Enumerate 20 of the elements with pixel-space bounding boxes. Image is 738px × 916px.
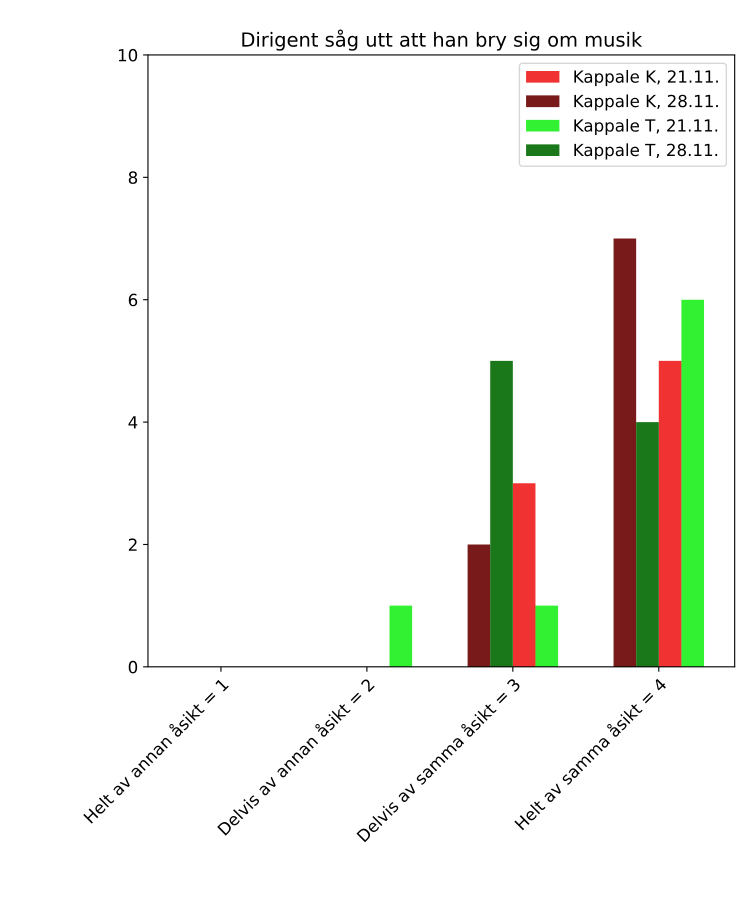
bar — [535, 606, 558, 667]
bar — [636, 422, 659, 667]
y-tick-label: 2 — [128, 538, 137, 551]
bar — [658, 360, 682, 667]
bar — [390, 606, 412, 667]
bar — [512, 483, 536, 667]
bar — [468, 544, 490, 667]
bar — [614, 238, 636, 667]
bar — [490, 360, 513, 667]
bar — [681, 300, 704, 667]
legend-label: Kappale K, 21.11. — [574, 70, 718, 86]
chart-title: Dirigent såg utt att han bry sig om musik — [242, 30, 642, 51]
y-tick-label: 8 — [128, 171, 138, 184]
legend-label: Kappale T, 28.11. — [574, 143, 718, 160]
legend-label: Kappale T, 21.11. — [574, 118, 718, 136]
y-tick-label: 4 — [128, 416, 138, 428]
y-tick-label: 6 — [128, 294, 138, 306]
y-tick-label: 10 — [118, 48, 138, 62]
y-tick-label: 0 — [128, 660, 138, 674]
legend-label: Kappale K, 28.11. — [574, 94, 718, 111]
